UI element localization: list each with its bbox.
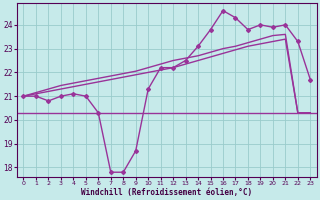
X-axis label: Windchill (Refroidissement éolien,°C): Windchill (Refroidissement éolien,°C) (81, 188, 252, 197)
